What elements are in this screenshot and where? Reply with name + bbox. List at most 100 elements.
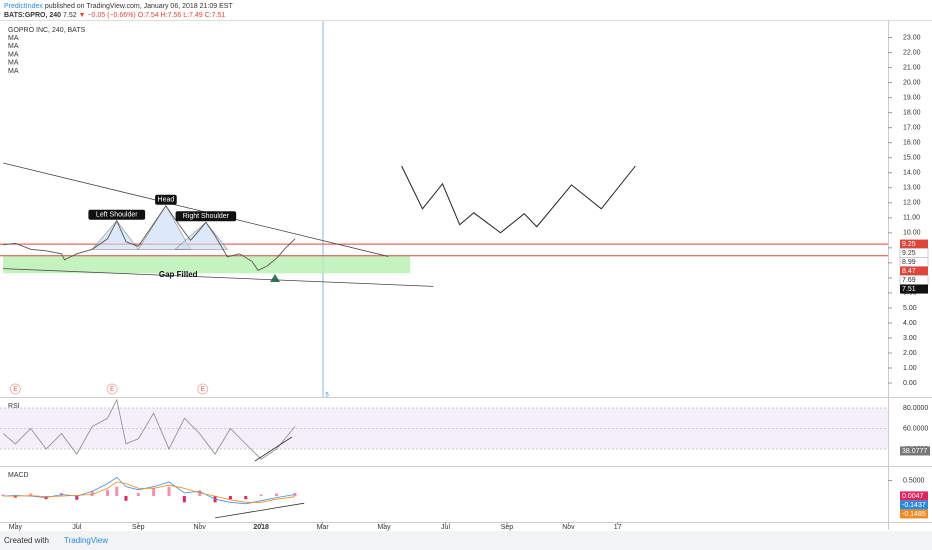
trendline — [3, 268, 434, 287]
macd-bar — [275, 493, 279, 497]
y-tick-label: 18.00 — [903, 109, 921, 116]
footer-brand[interactable]: TradingView — [64, 536, 108, 545]
pattern-shade — [174, 221, 228, 250]
macd-bar — [124, 496, 128, 501]
rsi-badge — [900, 446, 930, 456]
macd-bar — [29, 493, 33, 497]
y-tick-label: 4.00 — [903, 320, 917, 327]
price-badge — [900, 509, 928, 519]
legend-entry: MA — [8, 68, 19, 75]
x-tick-label: Mar — [317, 524, 330, 531]
publisher[interactable]: PredictIndex — [4, 3, 43, 10]
pane-divider — [0, 522, 932, 523]
y-tick-label: 80.0000 — [903, 405, 928, 412]
macd-bar — [90, 491, 94, 497]
divergence-line — [215, 502, 305, 519]
legend-entry: GOPRO INC, 240, BATS — [8, 27, 86, 34]
signal-line — [3, 481, 296, 503]
annotation: Left Shoulder — [96, 212, 138, 219]
y-tick-label: 5.00 — [903, 305, 917, 312]
y-tick-label: 0.5000 — [903, 477, 925, 484]
y-tick-label: 15.00 — [903, 155, 921, 162]
legend-entry: MA — [8, 60, 19, 67]
x-tick-label: May — [9, 524, 23, 531]
price-line — [3, 205, 296, 271]
y-tick-label: 21.00 — [903, 64, 921, 71]
x-tick-label: May — [377, 524, 391, 531]
ohlc: O:7.54 H:7.56 L:7.49 C:7.51 — [138, 12, 226, 19]
last: 7.52 — [63, 12, 77, 19]
rsi-line — [2, 398, 296, 460]
macd-bar — [152, 488, 156, 497]
y-tick-label: 14.00 — [903, 170, 921, 177]
change: ▼ −0.05 (−0.66%) — [79, 12, 136, 19]
legend-entry: MA — [8, 51, 19, 58]
y-tick-label: 12.00 — [903, 200, 921, 207]
pane-divider — [0, 466, 932, 467]
y-tick-label: 16.00 — [903, 140, 921, 147]
annotation: Gap Filled — [159, 270, 198, 279]
macd-bar — [182, 496, 186, 503]
divider — [0, 20, 932, 21]
price-badge — [900, 284, 928, 294]
macd-bar — [106, 489, 110, 497]
y-tick-label: 13.00 — [903, 185, 921, 192]
macd-bar — [75, 496, 79, 500]
event-label: E — [13, 387, 17, 393]
header-line1: PredictIndex published on TradingView.co… — [4, 3, 233, 10]
price-badge — [900, 500, 928, 510]
annotation: Head — [158, 197, 175, 204]
x-tick-label: Nov — [562, 524, 575, 531]
y-tick-label: 20.00 — [903, 79, 921, 86]
axis-divider — [888, 20, 889, 530]
price-badge — [900, 491, 928, 501]
pane-divider — [0, 397, 932, 398]
macd-bar — [13, 496, 17, 498]
pane-title: MACD — [8, 472, 29, 479]
cursor-label: 5 — [325, 393, 329, 399]
macd-bar — [167, 486, 171, 497]
y-tick-label: 11.00 — [903, 215, 920, 222]
header-line2: BATS:GPRO, 240 7.52 ▼ −0.05 (−0.66%) O:7… — [4, 12, 225, 19]
price-badge — [900, 239, 928, 249]
macd-bar — [1, 494, 5, 497]
badge-label: 9.25 — [902, 250, 916, 257]
macd-bar — [136, 492, 140, 497]
badge-label: 7.51 — [902, 286, 916, 293]
x-tick-label: Nov — [193, 524, 206, 531]
macd-bar — [228, 496, 232, 500]
badge-label: 8.47 — [902, 268, 916, 275]
y-tick-label: 22.00 — [903, 49, 921, 56]
badge-label: 0.0047 — [902, 493, 924, 500]
footer-bar — [0, 531, 932, 550]
x-tick-label: 2018 — [253, 524, 269, 531]
annotation-box — [175, 211, 237, 222]
legend-entry: MA — [8, 43, 19, 50]
projection-line — [401, 165, 636, 234]
event-label: E — [201, 387, 205, 393]
macd-bar — [115, 486, 119, 497]
y-tick-label: 0.00 — [903, 380, 917, 387]
x-tick-label: Jul — [72, 524, 81, 531]
y-tick-label: 3.00 — [903, 335, 917, 342]
badge-label: 7.69 — [902, 277, 916, 284]
event-marker — [9, 383, 21, 395]
badge-label: -0.1485 — [902, 511, 926, 518]
y-tick-label: 19.00 — [903, 94, 921, 101]
badge-label: -0.1437 — [902, 502, 926, 509]
macd-bar — [244, 496, 248, 500]
symbol: BATS:GPRO, 240 — [4, 12, 61, 19]
event-marker — [197, 383, 209, 395]
badge-label: 9.25 — [902, 241, 916, 248]
y-tick-label: 1.00 — [903, 365, 917, 372]
footer-created: Created with — [4, 536, 49, 545]
badge-label: 8.99 — [902, 259, 916, 266]
published: published on TradingView.com, January 06… — [45, 3, 234, 10]
divergence-line — [254, 436, 293, 462]
pattern-shade — [137, 205, 192, 250]
y-tick-label: 10.00 — [903, 230, 921, 237]
trendline — [3, 162, 389, 257]
